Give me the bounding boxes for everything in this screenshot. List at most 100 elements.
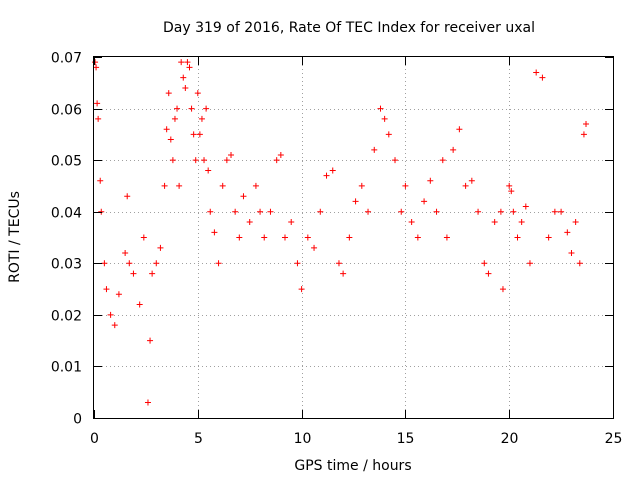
x-tick-labels: 0 5 10 15 20 25 (90, 431, 622, 447)
data-point (107, 311, 114, 318)
x-tick-label: 20 (501, 431, 519, 447)
data-point (211, 229, 218, 236)
data-point (223, 157, 230, 164)
data-point (580, 131, 587, 138)
data-point (414, 234, 421, 241)
data-point (572, 219, 579, 226)
data-point (167, 136, 174, 143)
y-tick-labels: 0 0.01 0.02 0.03 0.04 0.05 0.06 0.07 (51, 51, 82, 428)
data-point (130, 270, 137, 277)
data-point (207, 208, 214, 215)
data-point (558, 208, 565, 215)
data-point (392, 157, 399, 164)
data-point (188, 105, 195, 112)
data-point (568, 249, 575, 256)
data-point (335, 260, 342, 267)
data-point (126, 260, 133, 267)
data-point (232, 208, 239, 215)
data-point (433, 208, 440, 215)
data-point (257, 208, 264, 215)
data-point (267, 208, 274, 215)
data-point (317, 208, 324, 215)
axis-ticks (94, 57, 614, 419)
data-point (165, 90, 172, 97)
y-tick-label: 0 (73, 412, 82, 428)
data-point (95, 115, 102, 122)
data-point (385, 131, 392, 138)
data-point (499, 286, 506, 293)
data-point (545, 234, 552, 241)
data-point (201, 157, 208, 164)
x-tick-label: 15 (397, 431, 415, 447)
data-point (103, 286, 110, 293)
data-point (186, 64, 193, 71)
x-tick-label: 0 (90, 431, 99, 447)
data-point (246, 219, 253, 226)
data-point (171, 115, 178, 122)
data-point (144, 399, 151, 406)
data-point (468, 177, 475, 184)
data-point (190, 131, 197, 138)
data-point (564, 229, 571, 236)
data-point (304, 234, 311, 241)
data-point (174, 105, 181, 112)
plot-frame (93, 56, 614, 419)
data-point (111, 322, 118, 329)
x-tick-label: 5 (194, 431, 203, 447)
data-point (288, 219, 295, 226)
data-point (481, 260, 488, 267)
x-tick-label: 25 (605, 431, 623, 447)
y-tick-label: 0.02 (51, 309, 82, 325)
x-axis-label: GPS time / hours (294, 458, 411, 474)
data-point (398, 208, 405, 215)
y-axis-label: ROTI / TECUs (7, 191, 23, 283)
data-point (365, 208, 372, 215)
y-tick-label: 0.05 (51, 154, 82, 170)
data-point (149, 270, 156, 277)
chart-title: Day 319 of 2016, Rate Of TEC Index for r… (163, 20, 535, 36)
data-point (215, 260, 222, 267)
data-point (178, 59, 185, 66)
data-point (205, 167, 212, 174)
y-tick-label: 0.03 (51, 257, 82, 273)
data-point (184, 59, 191, 66)
data-point (439, 157, 446, 164)
data-point (157, 244, 164, 251)
data-point (281, 234, 288, 241)
data-point (377, 105, 384, 112)
data-point (475, 208, 482, 215)
data-point (551, 208, 558, 215)
data-point (153, 260, 160, 267)
data-point (163, 126, 170, 133)
grid (94, 57, 613, 418)
data-point (169, 157, 176, 164)
data-point (497, 208, 504, 215)
data-point (182, 84, 189, 91)
data-point (176, 182, 183, 189)
data-point (539, 74, 546, 81)
data-point (427, 177, 434, 184)
data-point (122, 249, 129, 256)
data-point (526, 260, 533, 267)
data-point (147, 337, 154, 344)
data-point (485, 270, 492, 277)
data-point (462, 182, 469, 189)
data-point (329, 167, 336, 174)
data-point (576, 260, 583, 267)
data-point (323, 172, 330, 179)
data-point (381, 115, 388, 122)
data-point (136, 301, 143, 308)
data-point (491, 219, 498, 226)
y-tick-label: 0.06 (51, 103, 82, 119)
data-point (228, 151, 235, 158)
data-point (358, 182, 365, 189)
data-point (115, 291, 122, 298)
data-point (514, 234, 521, 241)
data-point (298, 286, 305, 293)
data-point (456, 126, 463, 133)
data-point (203, 105, 210, 112)
x-tick-label: 10 (294, 431, 312, 447)
data-point (252, 182, 259, 189)
data-point (196, 131, 203, 138)
